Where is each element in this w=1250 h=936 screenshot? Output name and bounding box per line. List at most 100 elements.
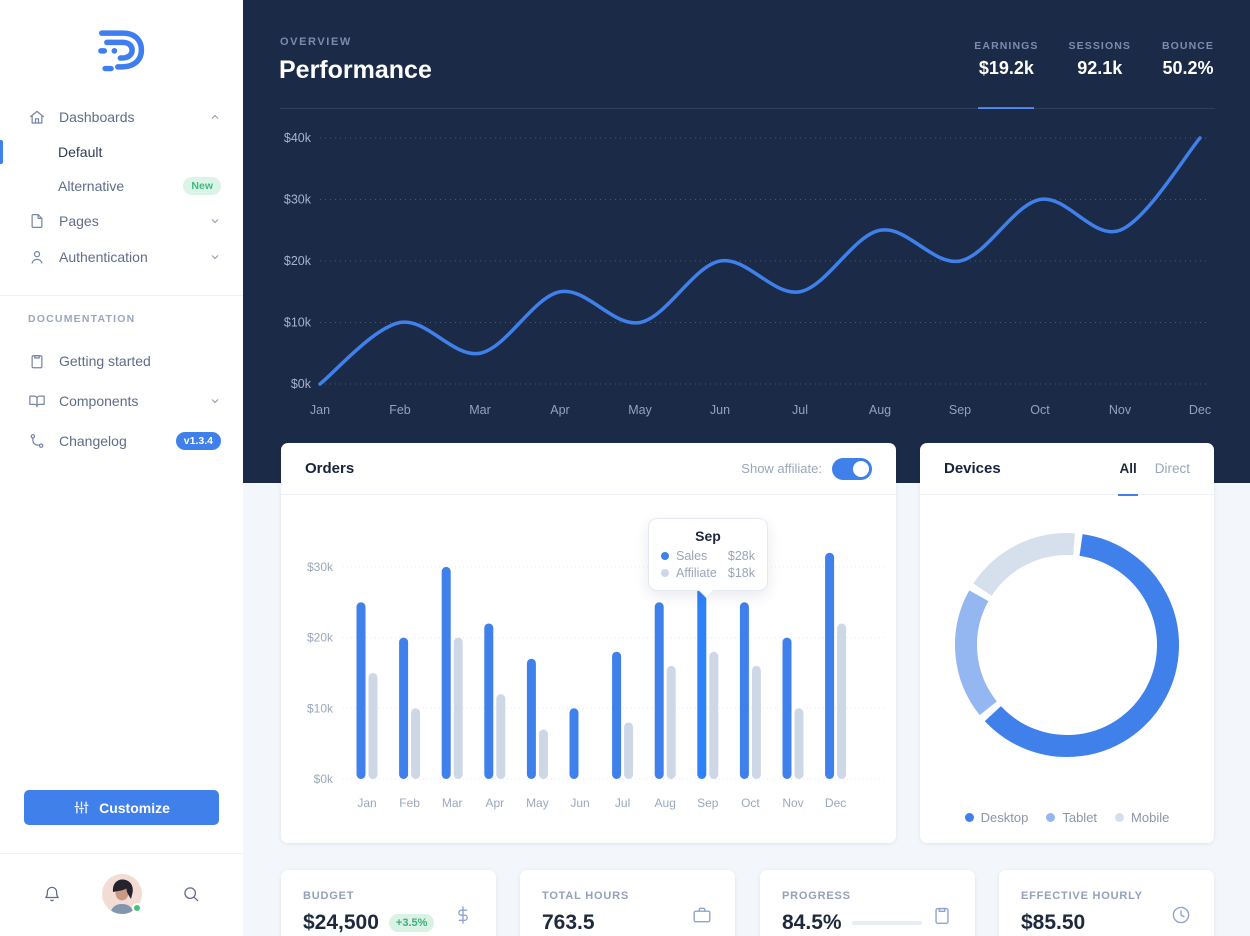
briefcase-icon (691, 904, 713, 926)
svg-text:$20k: $20k (307, 631, 334, 645)
sidebar-item-dashboards[interactable]: Dashboards (0, 99, 243, 135)
sidebar-item-getting-started[interactable]: Getting started (0, 341, 243, 381)
header-stat-earnings[interactable]: EARNINGS $19.2k (974, 40, 1039, 109)
kpi-label: BUDGET (303, 890, 355, 902)
app-logo[interactable] (0, 22, 243, 78)
online-status-dot (131, 903, 142, 913)
affiliate-toggle[interactable] (832, 457, 872, 480)
main-content: $0k $10k $20k $30k $40k Jan Feb Mar Apr May Jun Jul… (243, 0, 1250, 936)
search-icon[interactable] (181, 884, 201, 904)
devices-tabs: All Direct (1119, 443, 1190, 495)
sidebar-footer (0, 866, 243, 922)
stat-value: 92.1k (1077, 58, 1123, 78)
sidebar-item-changelog[interactable]: Changelog v1.3.4 (0, 421, 243, 461)
chevron-down-icon (209, 215, 221, 227)
sidebar-divider (0, 295, 243, 296)
orders-bar-chart[interactable]: $0k $10k $20k $30k Jan Feb Mar Apr May Jun Jul Aug S… (281, 495, 896, 843)
svg-text:Feb: Feb (389, 403, 411, 417)
kpi-value: $24,500 (303, 911, 379, 934)
legend-item-mobile[interactable]: Mobile (1115, 810, 1169, 825)
legend-dot (1046, 813, 1056, 822)
kpi-label: TOTAL HOURS (542, 890, 630, 902)
kpi-card-budget: BUDGET $24,500 +3.5% (281, 870, 496, 936)
sidebar-item-label: Pages (59, 213, 99, 229)
sliders-icon (73, 799, 90, 816)
legend-item-desktop[interactable]: Desktop (964, 810, 1028, 825)
stat-value: $19.2k (978, 58, 1034, 78)
svg-text:Aug: Aug (869, 403, 891, 417)
svg-text:$40k: $40k (284, 131, 312, 145)
sidebar-item-pages[interactable]: Pages (0, 203, 243, 239)
branch-icon (28, 432, 46, 450)
sidebar-item-alternative[interactable]: Alternative New (0, 169, 243, 203)
chart-tooltip: Sep Sales $28k Affiliate $18k (648, 518, 768, 591)
badge-new: New (183, 177, 221, 195)
badge-v1.3.4: v1.3.4 (175, 432, 221, 450)
svg-text:$10k: $10k (307, 701, 334, 715)
svg-text:$10k: $10k (284, 316, 312, 330)
stat-label: SESSIONS (1068, 40, 1131, 52)
svg-text:Apr: Apr (485, 796, 504, 810)
clipboard-icon (931, 904, 953, 926)
svg-text:Jun: Jun (710, 403, 730, 417)
devices-title: Devices (944, 460, 1001, 477)
mira-logo-icon (97, 30, 144, 72)
devices-tab-all[interactable]: All (1119, 443, 1136, 495)
kpi-progress-bar (851, 921, 922, 925)
customize-button[interactable]: Customize (24, 790, 219, 825)
sidebar-footer-divider (0, 853, 243, 854)
devices-donut-chart[interactable] (920, 495, 1214, 795)
sidebar-item-label: Default (58, 144, 103, 160)
svg-text:Jul: Jul (615, 796, 630, 810)
svg-text:Apr: Apr (550, 403, 569, 417)
earnings-line-chart[interactable]: $0k $10k $20k $30k $40k Jan Feb Mar Apr May Jun Jul… (243, 0, 1250, 483)
svg-text:Oct: Oct (741, 796, 760, 810)
devices-tab-direct[interactable]: Direct (1154, 461, 1190, 476)
svg-text:Aug: Aug (655, 796, 676, 810)
svg-text:Oct: Oct (1030, 403, 1050, 417)
sidebar-item-default[interactable]: Default (0, 135, 243, 169)
kpi-value: $85.50 (1021, 911, 1086, 934)
svg-text:Nov: Nov (1109, 403, 1132, 417)
sidebar-item-components[interactable]: Components (0, 381, 243, 421)
svg-text:Jan: Jan (310, 403, 330, 417)
sidebar-item-label: Authentication (59, 249, 148, 265)
svg-text:Dec: Dec (825, 796, 846, 810)
sidebar-item-authentication[interactable]: Authentication (0, 239, 243, 275)
tooltip-row: Sales $28k (661, 549, 755, 563)
tooltip-title: Sep (695, 528, 721, 544)
overview-eyebrow: OVERVIEW (280, 36, 352, 48)
kpi-change-badge: +3.5% (388, 914, 435, 932)
svg-text:May: May (628, 403, 652, 417)
performance-panel: $0k $10k $20k $30k $40k Jan Feb Mar Apr May Jun Jul… (243, 0, 1250, 483)
svg-text:$30k: $30k (284, 193, 312, 207)
legend-item-tablet[interactable]: Tablet (1046, 810, 1097, 825)
devices-legend: Desktop Tablet Mobile (920, 810, 1214, 825)
user-avatar[interactable] (101, 874, 142, 914)
notifications-bell-icon[interactable] (42, 884, 62, 904)
orders-title: Orders (305, 460, 355, 477)
svg-text:Jul: Jul (792, 403, 808, 417)
sidebar-docs-nav: Getting started Components Changelog v1.3.4 (0, 341, 243, 461)
file-icon (28, 212, 46, 230)
affiliate-toggle-label: Show affiliate: (741, 461, 822, 476)
header-stat-bounce[interactable]: BOUNCE 50.2% (1161, 40, 1215, 79)
customize-label: Customize (99, 799, 170, 816)
svg-text:Mar: Mar (442, 796, 463, 810)
sidebar-item-label: Getting started (59, 353, 151, 369)
clipboard-icon (28, 352, 46, 370)
svg-text:Jun: Jun (570, 796, 589, 810)
svg-text:$30k: $30k (307, 560, 334, 574)
kpi-value: 763.5 (542, 911, 595, 934)
devices-card: Devices All Direct Desktop Tablet Mobile (920, 443, 1214, 843)
toggle-knob (853, 460, 869, 477)
header-stat-sessions[interactable]: SESSIONS 92.1k (1069, 40, 1131, 79)
devices-card-header: Devices All Direct (920, 443, 1214, 495)
sidebar: Dashboards Default Alternative New Pages Auth… (0, 0, 243, 936)
kpi-value: 84.5% (782, 911, 842, 934)
svg-text:$0k: $0k (314, 772, 334, 786)
stat-label: BOUNCE (1161, 40, 1215, 52)
stat-value: 50.2% (1162, 58, 1214, 78)
sidebar-item-label: Alternative (58, 178, 125, 194)
stat-label: EARNINGS (974, 40, 1039, 52)
